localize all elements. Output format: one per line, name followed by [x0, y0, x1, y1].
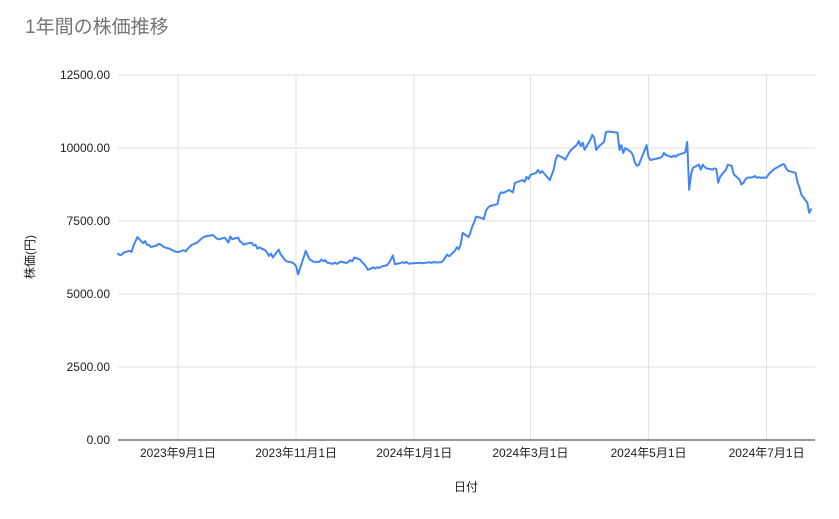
chart-title: 1年間の株価推移 — [25, 17, 169, 38]
x-axis-title: 日付 — [454, 480, 478, 494]
y-axis-title: 株価(円) — [22, 235, 37, 279]
x-tick-label-sep2023: 2023年9月1日 — [140, 446, 216, 460]
x-tick-label-mar2024: 2024年3月1日 — [492, 446, 568, 460]
y-axis-tick-labels: 0.00 2500.00 5000.00 7500.00 10000.00 12… — [60, 68, 110, 447]
x-axis-tick-labels: 2023年9月1日 2023年11月1日 2024年1月1日 2024年3月1日… — [140, 446, 805, 460]
x-tick-label-nov2023: 2023年11月1日 — [255, 446, 337, 460]
x-tick-label-jan2024: 2024年1月1日 — [376, 446, 452, 460]
y-tick-label-7500: 7500.00 — [67, 214, 111, 228]
x-tick-label-jul2024: 2024年7月1日 — [729, 446, 805, 460]
y-tick-label-10000: 10000.00 — [60, 141, 110, 155]
y-tick-label-5000: 5000.00 — [67, 287, 111, 301]
x-tick-label-may2024: 2024年5月1日 — [610, 446, 686, 460]
y-tick-label-2500: 2500.00 — [67, 360, 111, 374]
horizontal-gridlines — [118, 74, 815, 368]
y-tick-label-0: 0.00 — [87, 433, 111, 447]
vertical-gridlines — [177, 75, 768, 440]
price-series-line — [117, 130, 813, 276]
y-tick-label-12500: 12500.00 — [60, 68, 110, 82]
